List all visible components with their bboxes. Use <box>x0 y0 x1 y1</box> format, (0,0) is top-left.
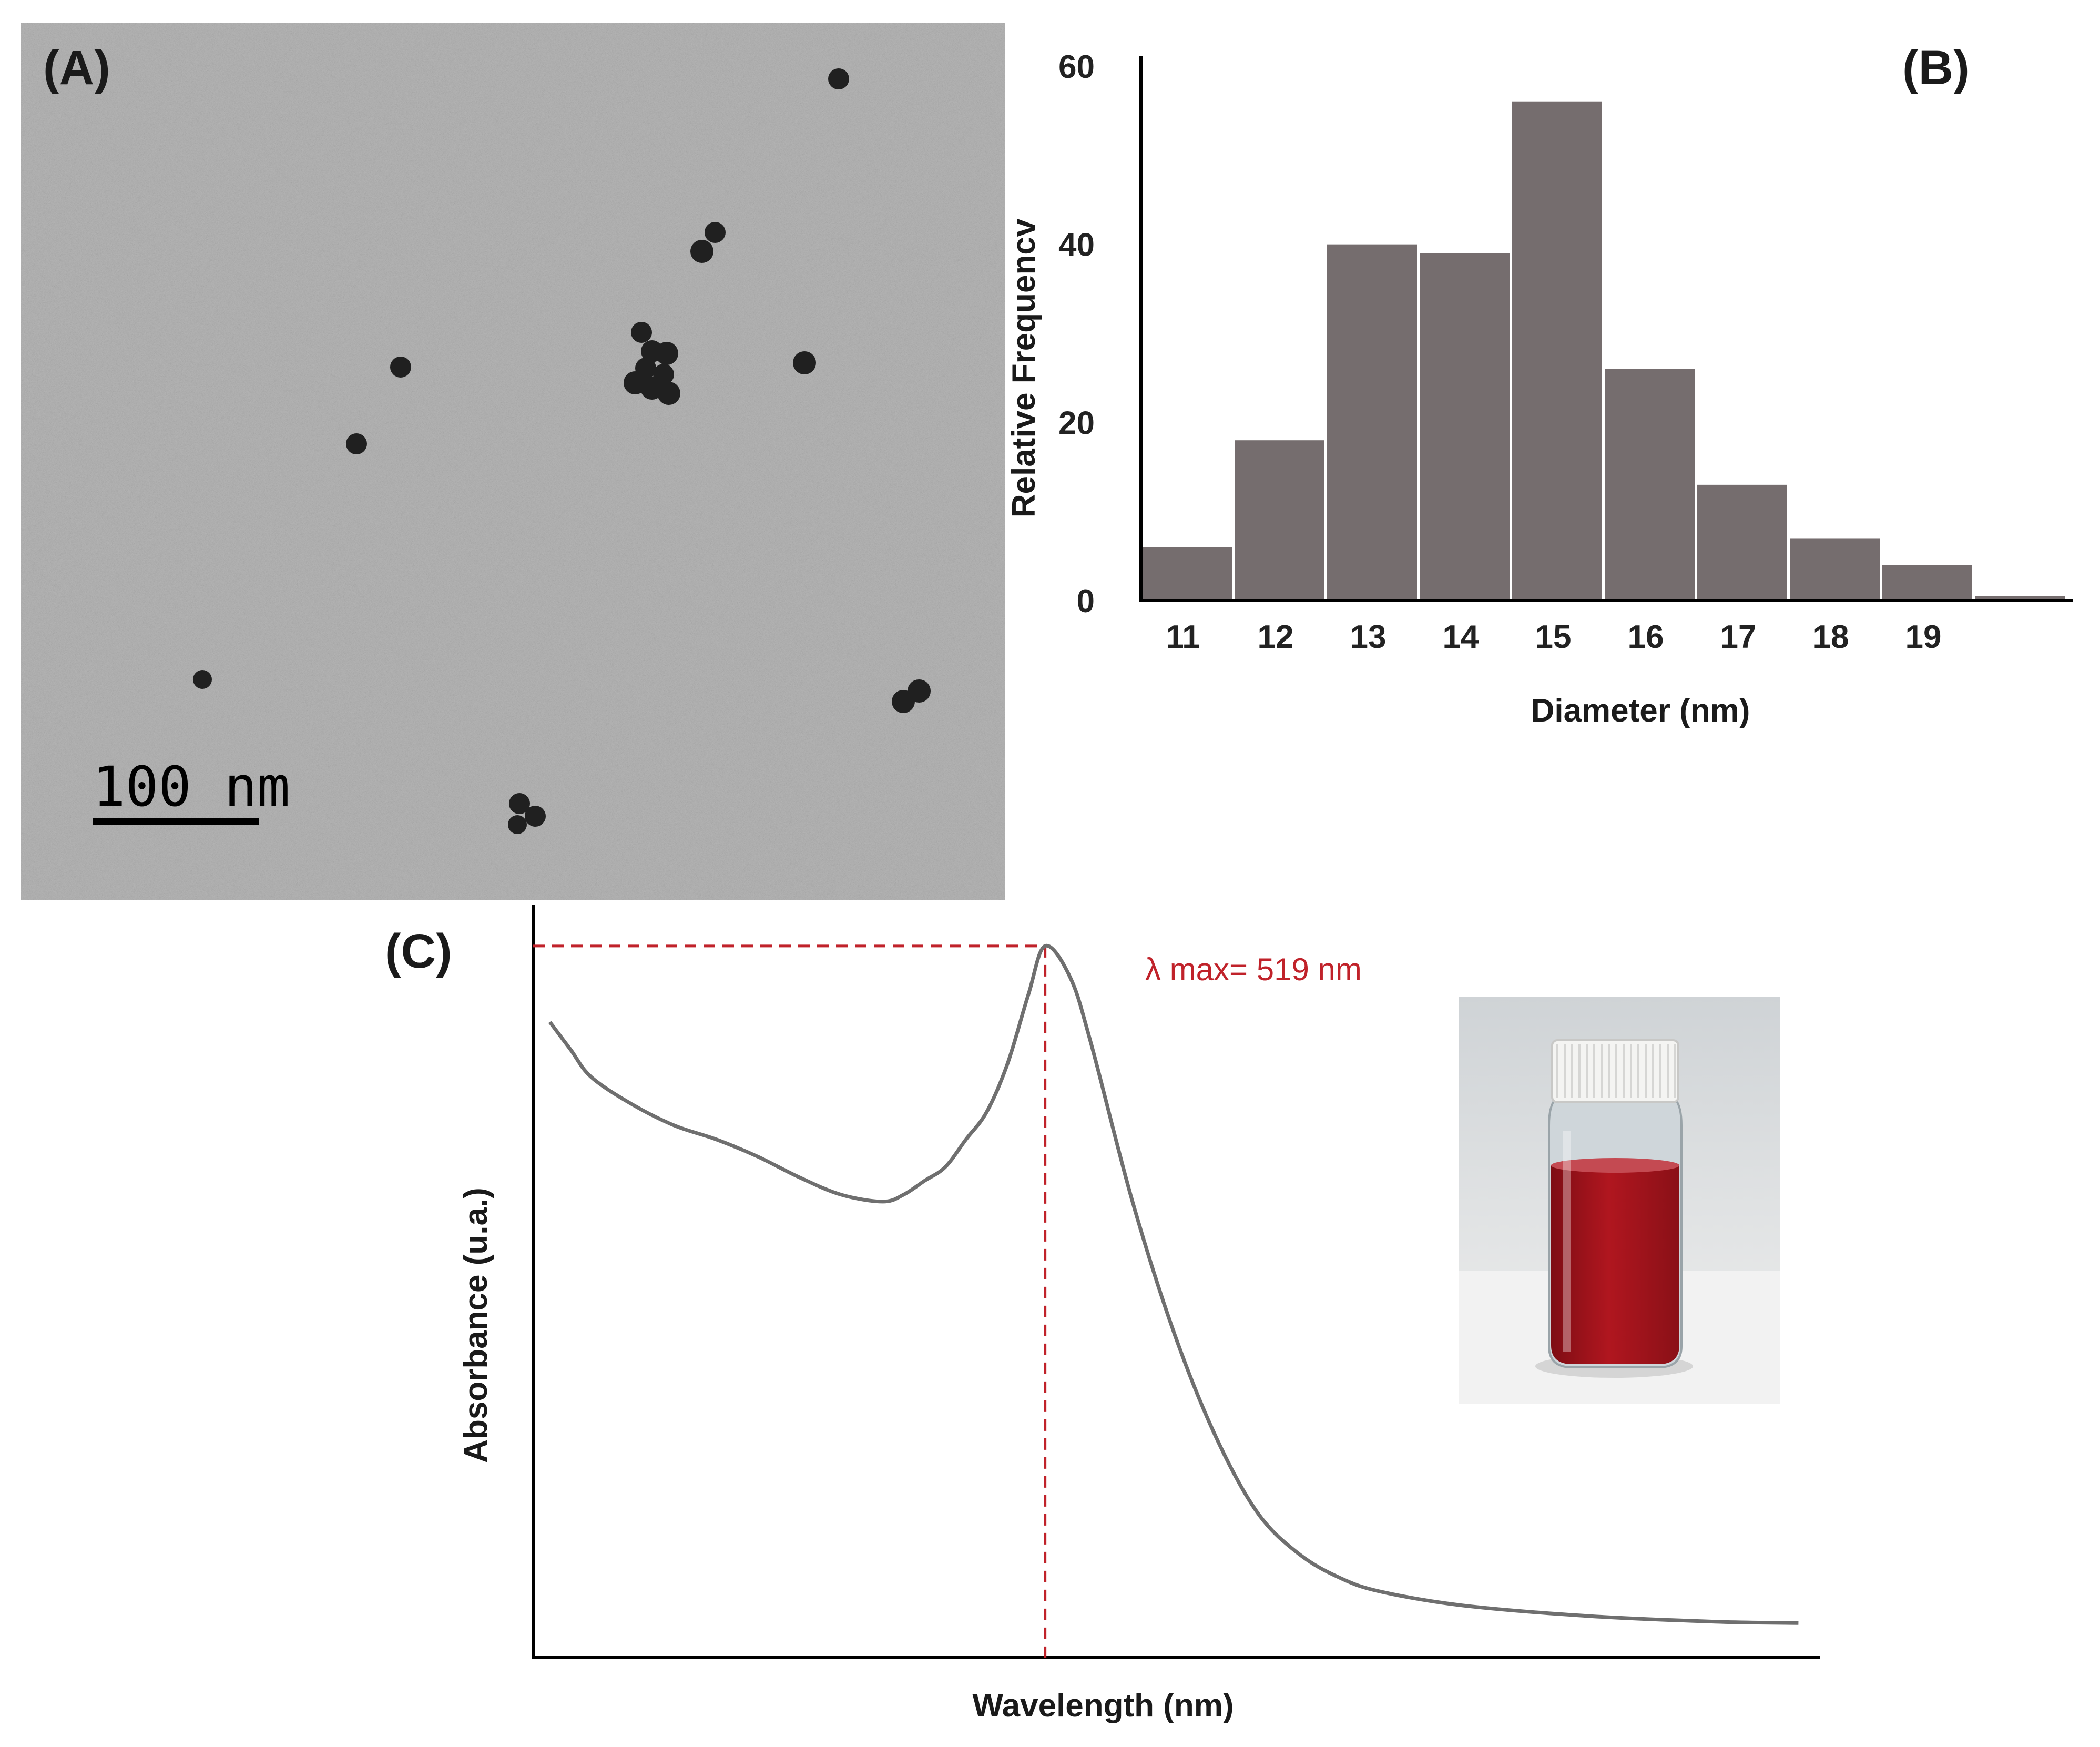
nanoparticle <box>346 433 367 454</box>
histogram-x-tick-labels: 11 12 13 14 15 16 17 18 19 <box>1166 619 1941 655</box>
histogram-bar <box>1420 253 1510 601</box>
histogram-bar <box>1605 369 1695 601</box>
vial-liquid <box>1551 1165 1679 1364</box>
nanoparticle <box>390 357 411 378</box>
nanoparticle <box>705 222 726 243</box>
histogram-x-tick-label: 16 <box>1628 619 1664 655</box>
histogram-bar <box>1975 596 2065 601</box>
spectrum-line <box>548 943 1799 1625</box>
spectrum-x-axis-title: Wavelength (nm) <box>972 1688 1234 1724</box>
histogram-bar <box>1235 440 1324 601</box>
histogram-y-tick-label: 60 <box>1058 49 1095 85</box>
nanoparticle <box>509 793 530 814</box>
histogram-x-tick-label: 19 <box>1905 619 1942 655</box>
histogram-x-tick-label: 15 <box>1535 619 1572 655</box>
nanoparticle <box>655 342 678 365</box>
panel-b-label: (B) <box>1902 41 1970 95</box>
histogram-x-tick-label: 11 <box>1166 619 1200 655</box>
nanoparticle <box>657 382 680 405</box>
nanoparticle <box>690 240 713 263</box>
histogram-x-tick-label: 12 <box>1258 619 1294 655</box>
vial-cap-ridges <box>1556 1044 1676 1098</box>
nanoparticle <box>828 68 849 89</box>
tem-particles <box>193 68 931 834</box>
panel-a-label: (A) <box>43 41 110 95</box>
histogram-y-tick-labels: 0 20 40 60 <box>1058 49 1095 619</box>
nanoparticle <box>631 322 652 343</box>
nanoparticle <box>653 364 674 385</box>
histogram-bar <box>1697 484 1787 601</box>
inset-vial-photo <box>1459 997 1780 1404</box>
histogram-y-tick-label: 20 <box>1058 405 1095 441</box>
tem-background <box>21 23 1005 900</box>
nanoparticle <box>525 806 546 827</box>
spectrum-y-axis-title: Absorbance (u.a.) <box>458 1187 494 1463</box>
panel-a-tem-image: (A) 100 nm <box>21 23 1005 900</box>
peak-annotation: λ max= 519 nm <box>1145 952 1362 987</box>
scale-bar-label: 100 nm <box>93 755 290 819</box>
histogram-x-tick-label: 14 <box>1443 619 1479 655</box>
peak-guide-lines <box>533 944 1047 1658</box>
vial-meniscus <box>1551 1158 1679 1173</box>
histogram-x-tick-label: 13 <box>1350 619 1387 655</box>
histogram-y-tick-label: 40 <box>1058 227 1095 263</box>
nanoparticle <box>793 351 816 374</box>
histogram-x-tick-label: 17 <box>1720 619 1757 655</box>
histogram-bar <box>1512 101 1602 601</box>
scale-bar <box>93 818 259 825</box>
histogram-y-tick-label: 0 <box>1077 583 1095 619</box>
histogram-bar <box>1790 538 1880 601</box>
histogram-y-axis-title: Relative Frequencv <box>1006 218 1042 517</box>
panel-c-label: (C) <box>385 925 452 978</box>
histogram-x-tick-label: 18 <box>1813 619 1849 655</box>
histogram-bar <box>1327 244 1417 601</box>
nanoparticle <box>908 679 931 703</box>
panel-b-histogram: (B) 0 20 40 60 11 12 13 14 15 16 17 18 19 Relative … <box>1006 41 2073 729</box>
histogram-bar <box>1882 565 1972 601</box>
nanoparticle <box>508 815 527 834</box>
histogram-bars <box>1142 101 2065 601</box>
nanoparticle <box>193 670 212 689</box>
panel-c-spectrum: (C) λ max= 519 nm Absorbance (u.a.) Wave… <box>385 905 1820 1724</box>
vial-highlight <box>1563 1131 1571 1352</box>
histogram-bar <box>1142 547 1232 601</box>
histogram-x-axis-title: Diameter (nm) <box>1531 693 1750 729</box>
